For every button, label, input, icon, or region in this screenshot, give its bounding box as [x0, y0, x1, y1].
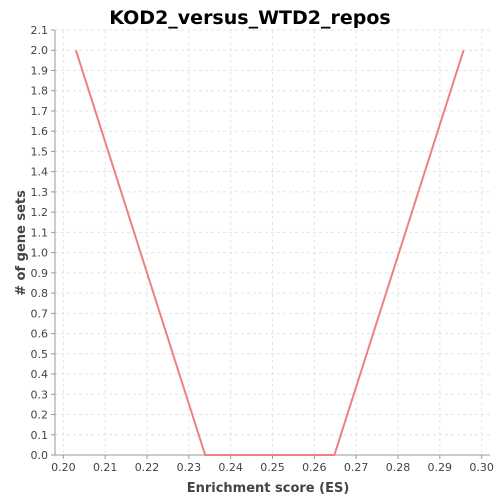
y-tick-label: 1.8 — [31, 85, 49, 98]
axes-layer: 0.20 0.21 0.22 0.23 0.24 0.25 0.26 0.27 0.28 0.29… — [31, 24, 494, 474]
y-tick-label: 1.0 — [31, 247, 49, 260]
y-tick-label: 0.5 — [31, 348, 49, 361]
x-tick-label: 0.25 — [260, 461, 285, 474]
x-tick-label: 0.27 — [344, 461, 369, 474]
x-tick-label: 0.30 — [469, 461, 494, 474]
x-tick-label: 0.20 — [51, 461, 76, 474]
y-tick-label: 0.7 — [31, 307, 49, 320]
chart-title: KOD2_versus_WTD2_repos — [109, 7, 390, 29]
y-tick-label: 0.3 — [31, 388, 49, 401]
y-axis-label: # of gene sets — [14, 190, 29, 296]
grid-layer — [55, 30, 490, 455]
y-tick-label: 1.2 — [31, 206, 49, 219]
y-tick-label: 0.1 — [31, 429, 49, 442]
x-tick-label: 0.26 — [302, 461, 327, 474]
x-tick-label: 0.28 — [386, 461, 411, 474]
y-tick-label: 1.1 — [31, 226, 49, 239]
x-tick-label: 0.24 — [218, 461, 243, 474]
y-tick-label: 2.1 — [31, 24, 49, 37]
y-tick-label: 1.7 — [31, 105, 49, 118]
x-tick-label: 0.29 — [428, 461, 453, 474]
y-tick-label: 1.9 — [31, 64, 49, 77]
y-tick-label: 0.8 — [31, 287, 49, 300]
x-tick-label: 0.22 — [135, 461, 160, 474]
y-tick-label: 0.0 — [31, 449, 49, 462]
y-tick-label: 1.5 — [31, 145, 49, 158]
x-axis-label: Enrichment score (ES) — [187, 481, 350, 496]
y-tick-label: 0.2 — [31, 409, 49, 422]
y-tick-label: 0.9 — [31, 267, 49, 280]
y-tick-label: 2.0 — [31, 44, 49, 57]
y-tick-label: 0.6 — [31, 328, 49, 341]
x-tick-label: 0.23 — [177, 461, 202, 474]
y-tick-label: 0.4 — [31, 368, 49, 381]
y-tick-label: 1.3 — [31, 186, 49, 199]
y-tick-label: 1.4 — [31, 166, 49, 179]
y-tick-label: 1.6 — [31, 125, 49, 138]
x-tick-label: 0.21 — [93, 461, 118, 474]
